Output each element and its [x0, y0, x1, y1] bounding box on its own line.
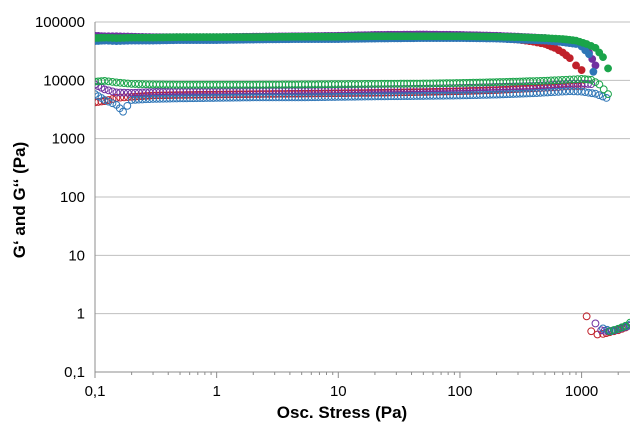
y-tick-label: 10000 — [43, 72, 85, 89]
data-point-open — [602, 93, 611, 102]
data-point-open — [614, 324, 623, 333]
data-point-filled — [565, 54, 574, 63]
data-point-open — [569, 75, 578, 84]
gridlines — [95, 21, 630, 315]
data-point-open — [604, 90, 612, 99]
series-open-6 — [95, 87, 630, 336]
data-point-open — [599, 85, 608, 94]
data-point-open — [550, 76, 559, 85]
data-point-open — [588, 89, 596, 98]
data-point-open — [599, 324, 607, 333]
y-tick-label: 100 — [60, 189, 85, 206]
data-point-open — [116, 78, 125, 87]
data-point-open — [569, 87, 578, 96]
data-point-open — [573, 87, 582, 96]
data-point-open — [123, 79, 132, 88]
data-point-open — [123, 101, 132, 110]
data-point-filled — [604, 64, 612, 73]
data-point-open — [112, 88, 121, 97]
series-filled-3 — [95, 32, 612, 73]
data-point-open — [108, 87, 117, 96]
data-point-open — [587, 327, 596, 336]
data-point-open — [120, 88, 128, 97]
data-point-open — [116, 88, 125, 97]
data-point-open — [120, 79, 128, 88]
x-tick-label: 0,1 — [85, 383, 106, 400]
y-tick-label: 10 — [68, 247, 85, 264]
data-point-filled — [599, 53, 607, 62]
data-point-open — [562, 75, 570, 84]
y-tick-label: 1000 — [52, 131, 85, 148]
data-point-open — [605, 327, 614, 336]
plot-area — [95, 30, 630, 339]
data-point-open — [123, 88, 132, 97]
data-point-open — [595, 80, 604, 89]
data-point-open — [547, 76, 555, 85]
data-point-open — [108, 78, 117, 86]
data-point-open — [591, 319, 600, 328]
data-point-open — [108, 95, 117, 103]
data-point-open — [100, 76, 109, 85]
data-point-open — [610, 326, 618, 334]
data-point-open — [582, 312, 591, 321]
data-point-filled — [577, 66, 586, 74]
data-point-open — [598, 92, 607, 101]
data-point-filled — [572, 61, 580, 70]
data-point-open — [569, 79, 578, 88]
data-point-open — [100, 96, 109, 104]
data-point-open — [112, 78, 121, 87]
data-point-filled — [585, 50, 593, 59]
data-point-open — [591, 78, 600, 87]
data-point-open — [104, 86, 113, 95]
data-point-open — [565, 87, 574, 96]
data-point-open — [587, 75, 596, 84]
data-point-filled — [589, 67, 598, 76]
y-tick-label: 0,1 — [64, 364, 85, 381]
y-tick-label: 1 — [77, 306, 85, 323]
data-point-open — [108, 99, 117, 108]
data-point-open — [565, 75, 574, 84]
y-tick-label: 100000 — [35, 14, 85, 31]
axes — [94, 22, 630, 378]
series-open-4 — [95, 82, 630, 339]
data-point-open — [100, 85, 109, 94]
data-point-open — [595, 91, 604, 99]
series-open-7 — [95, 74, 630, 336]
data-point-open — [550, 88, 559, 96]
x-tick-label: 1 — [212, 383, 220, 400]
data-point-open — [618, 323, 626, 332]
x-tick-label: 100 — [447, 383, 472, 400]
data-point-open — [547, 88, 555, 97]
x-tick-label: 1000 — [565, 383, 598, 400]
data-point-open — [119, 107, 127, 116]
data-point-open — [554, 76, 563, 85]
data-point-open — [95, 90, 99, 99]
tick-labels: 0,1 1 10 100 1000 10000 100000 0,1 1 10 100 1000 — [35, 14, 598, 400]
data-point-open — [558, 76, 567, 84]
data-point-open — [584, 75, 592, 84]
data-point-open — [104, 77, 113, 86]
data-point-open — [562, 87, 570, 96]
y-axis-title: G‘ and G‘‘ (Pa) — [10, 142, 29, 259]
x-axis-title: Osc. Stress (Pa) — [277, 403, 407, 422]
x-tick-label: 10 — [330, 383, 347, 400]
data-point-open — [116, 93, 125, 102]
data-point-open — [554, 87, 563, 96]
data-point-open — [104, 97, 113, 106]
data-point-open — [120, 93, 128, 102]
data-point-open — [558, 87, 567, 96]
series-open-5 — [95, 79, 630, 336]
data-point-open — [591, 89, 600, 98]
